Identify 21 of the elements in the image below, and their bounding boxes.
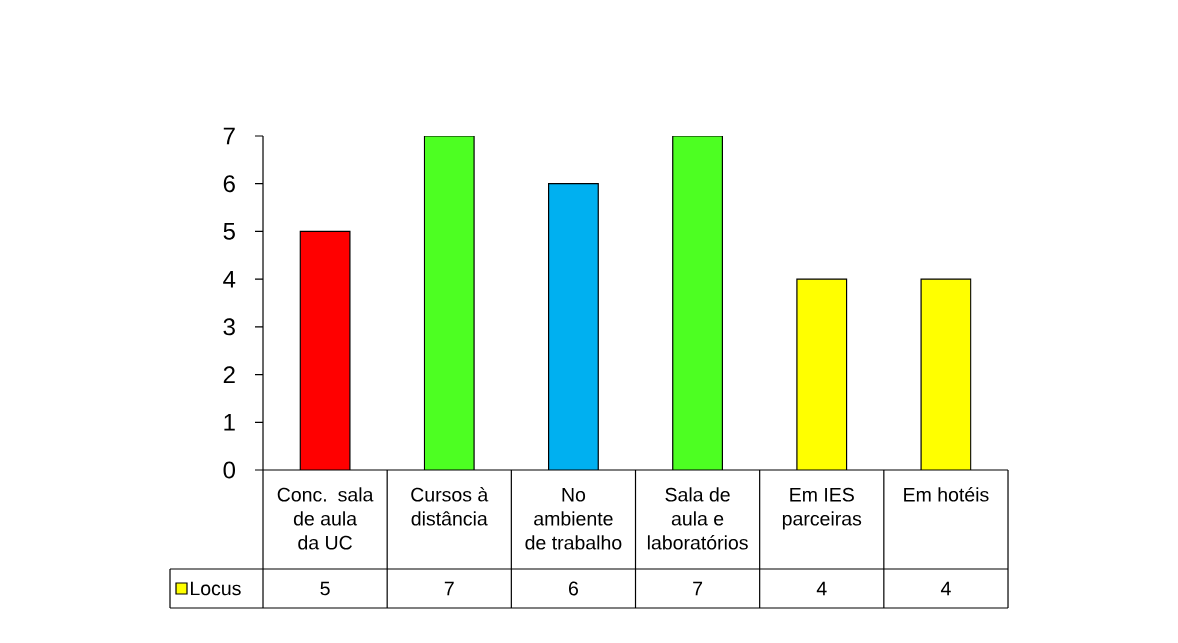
y-tick-label: 7 — [223, 127, 235, 145]
y-tick-label: 2 — [223, 366, 235, 383]
data-label: 4 — [816, 581, 827, 596]
x-tick-label: Em hotéis — [904, 487, 989, 502]
x-tick-label: Em IES parceiras — [782, 487, 862, 530]
y-tick-label: 6 — [223, 175, 235, 193]
y-tick-label: 4 — [223, 270, 236, 288]
legend-label: Locus — [191, 581, 241, 596]
data-label: 5 — [320, 581, 330, 596]
x-tick-label: Cursos à distância — [411, 487, 489, 526]
x-tick-label: Conc. sala de aula da UC — [277, 487, 374, 550]
x-tick-label: No ambiente de trabalho — [525, 487, 622, 550]
y-tick-label: 5 — [223, 223, 235, 240]
data-label: 7 — [693, 581, 703, 596]
data-label: 6 — [569, 581, 579, 596]
y-tick-label: 3 — [223, 318, 235, 336]
data-label: 7 — [444, 581, 454, 596]
y-tick-label: 1 — [224, 414, 235, 431]
y-tick-label: 0 — [223, 461, 236, 479]
data-label: 4 — [940, 581, 951, 596]
x-tick-label: Sala de aula e laboratórios — [647, 487, 748, 550]
